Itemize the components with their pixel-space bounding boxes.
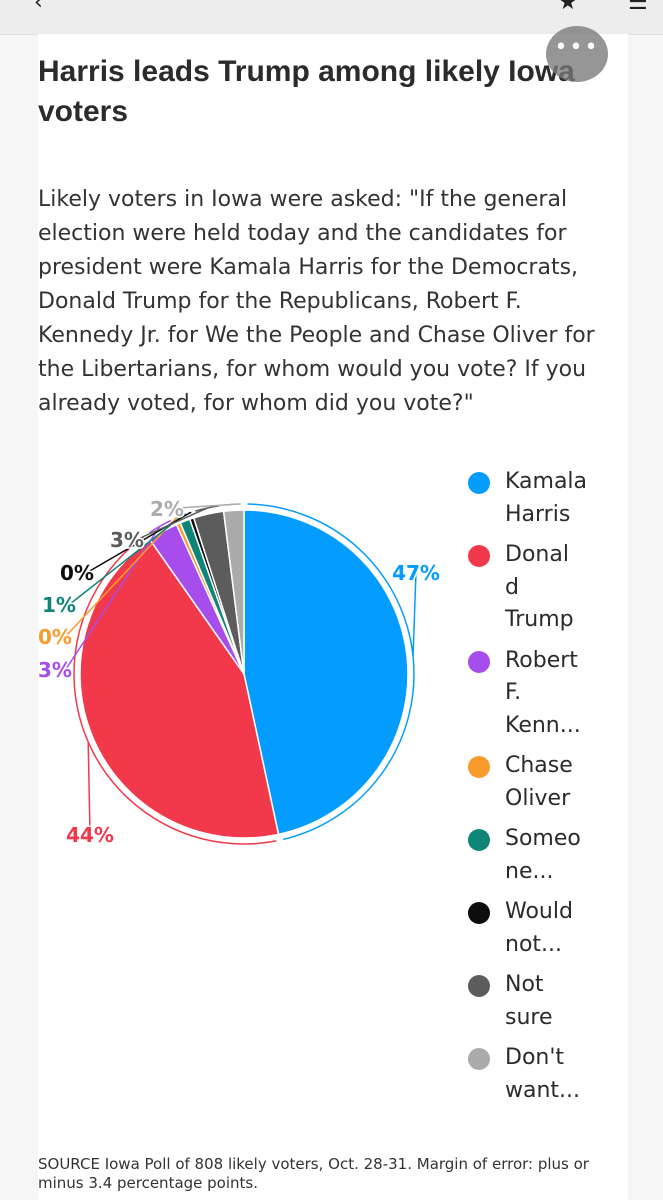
legend-label: Donal — [505, 542, 569, 567]
star-icon[interactable]: ★ — [558, 0, 578, 15]
slice-bracket — [149, 519, 172, 534]
menu-icon[interactable]: ☰ — [628, 0, 648, 15]
legend-label: Chase — [505, 753, 573, 778]
legend-label: Not — [505, 972, 544, 997]
slice-bracket — [73, 536, 277, 845]
slice-label: 3% — [110, 528, 144, 552]
legend-swatch — [468, 1048, 490, 1070]
back-arrow-icon[interactable]: ‹ — [34, 0, 43, 15]
chart-title: Harris leads Trump among likely Iowa vot… — [38, 55, 575, 128]
legend-label: Harris — [505, 501, 571, 527]
slice-label: 0% — [60, 561, 94, 585]
legend-label: F. — [505, 680, 522, 705]
slice-label: 47% — [392, 561, 440, 585]
legend-label: Robert — [505, 647, 578, 673]
legend-item[interactable]: Robert F. Kenn... — [462, 645, 622, 743]
legend-label: Would — [505, 899, 573, 924]
legend-item[interactable]: Would not... — [462, 896, 622, 961]
legend-label: Kamala — [505, 469, 588, 494]
slice-label: 0% — [38, 625, 72, 649]
legend-swatch — [468, 545, 490, 567]
more-options-button[interactable]: ••• — [546, 26, 608, 82]
leader-line — [69, 514, 184, 605]
slice-label: 44% — [66, 823, 114, 847]
legend-label: Trump — [505, 607, 574, 632]
legend-item[interactable]: Donal d Trump — [462, 539, 622, 637]
leader-line — [65, 525, 161, 670]
legend-item[interactable]: Not sure — [462, 969, 622, 1034]
chart-legend: Kamala Harris Donal d Trump Robert F. Kenn... Ch… — [462, 466, 622, 1115]
legend-swatch — [468, 756, 490, 778]
legend-label: want... — [505, 1077, 581, 1103]
legend-item[interactable]: Don't want... — [462, 1042, 622, 1107]
leader-line — [412, 571, 417, 657]
legend-label: sure — [505, 1004, 553, 1030]
legend-label: Oliver — [505, 785, 571, 811]
pie-slice[interactable] — [243, 509, 409, 836]
slice-label: 3% — [38, 658, 72, 682]
leader-line — [177, 503, 234, 509]
legend-item[interactable]: Kamala Harris — [462, 466, 622, 531]
source-note: SOURCE Iowa Poll of 808 likely voters, O… — [38, 1155, 589, 1192]
leader-line — [87, 741, 91, 835]
pie-slice[interactable] — [79, 538, 280, 839]
legend-label: d — [505, 574, 519, 600]
legend-label: Kenn... — [505, 712, 581, 738]
chart-subtitle: Likely voters in Iowa were asked: "If th… — [38, 187, 595, 416]
legend-label: not... — [505, 931, 563, 957]
legend-item[interactable]: Chase Oliver — [462, 750, 622, 815]
legend-item[interactable]: Someo ne... — [462, 823, 622, 888]
slice-label: 2% — [150, 497, 184, 521]
legend-label: ne... — [505, 858, 554, 884]
legend-label: Don't — [505, 1045, 565, 1070]
leader-line — [65, 517, 177, 637]
leader-line — [137, 507, 208, 540]
legend-swatch — [468, 650, 490, 673]
legend-swatch — [468, 472, 490, 494]
pie-chart: 47%44%3%0%1%0%3%2% — [37, 496, 442, 849]
legend-swatch — [468, 902, 490, 924]
legend-label: Someo — [505, 826, 581, 851]
pie-slice[interactable] — [222, 509, 245, 675]
slice-bracket — [247, 503, 415, 841]
legend-swatch — [468, 975, 490, 997]
legend-swatch — [468, 829, 490, 851]
slice-label: 1% — [42, 593, 76, 617]
